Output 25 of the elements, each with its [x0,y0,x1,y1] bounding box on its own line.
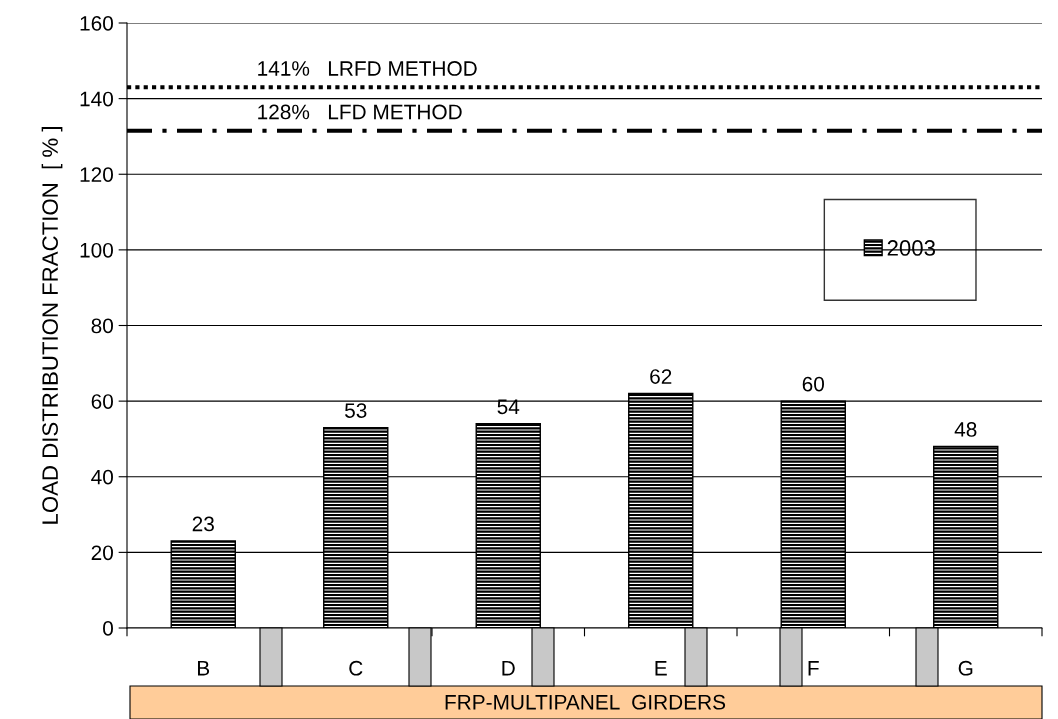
ref-line-label: 141% LRFD METHOD [258,61,477,76]
data-label: 48 [954,422,977,437]
data-label: 23 [192,516,214,532]
x-tick-label: B [198,661,210,676]
y-axis-title: LOAD DISTRIBUTION FRACTION [ % ] [41,127,63,524]
y-tick-label: 0 [103,621,113,636]
x-tick-label: G [958,660,973,676]
x-tick-label: F [808,661,819,676]
x-tick-label: E [655,661,667,676]
data-label: 62 [650,369,672,384]
x-tick-label: C [349,660,363,676]
data-label: 53 [345,403,367,418]
y-tick-label: 60 [91,394,113,409]
data-label: 54 [497,399,520,415]
y-tick-label: 80 [91,318,113,334]
data-label: 60 [802,376,825,392]
x-tick-label: D [502,661,515,676]
x-axis-title: FRP-MULTIPANEL GIRDERS [445,694,726,710]
y-tick-label: 100 [80,242,113,258]
y-tick-label: 20 [91,545,113,561]
y-tick-label: 120 [80,167,113,182]
y-tick-label: 160 [80,16,113,31]
ref-line-label: 128% LFD METHOD [258,104,462,120]
y-tick-label: 140 [80,91,113,107]
y-tick-label: 40 [91,469,113,485]
